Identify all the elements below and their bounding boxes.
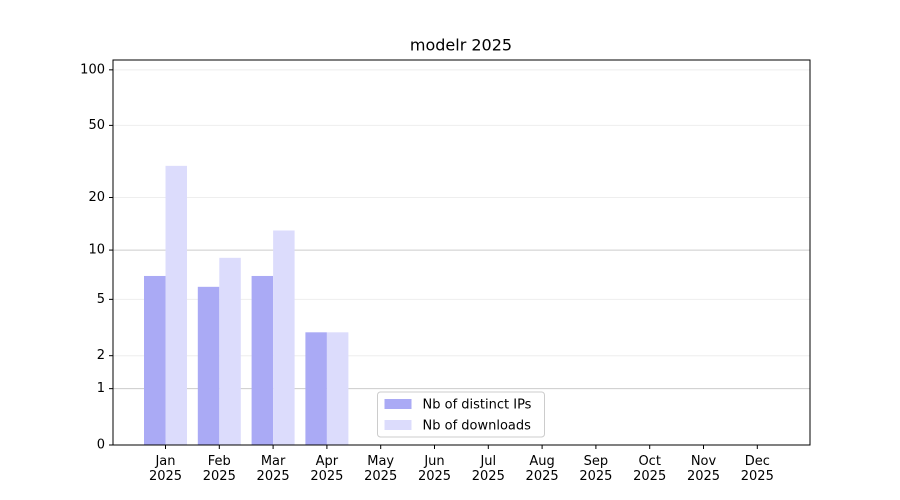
y-tick-label: 2 (97, 348, 105, 363)
legend-box (377, 391, 545, 438)
x-tick-label: Sep 2025 (579, 454, 613, 484)
x-tick-label: Nov 2025 (686, 454, 721, 484)
axes-frame (112, 59, 811, 446)
x-tick-label: Oct 2025 (633, 454, 667, 484)
chart-title: modelr 2025 (410, 36, 512, 55)
y-tick-label: 100 (80, 62, 105, 77)
y-tick-label: 10 (88, 243, 105, 258)
bar (165, 165, 187, 445)
x-tick-label: Apr 2025 (310, 454, 344, 484)
x-tick-label: May 2025 (364, 454, 398, 484)
bar (197, 286, 220, 445)
bar (219, 257, 241, 445)
legend-label: Nb of distinct IPs (423, 398, 532, 413)
bar (251, 275, 274, 445)
x-tick-label: Jun 2025 (417, 454, 452, 484)
y-tick-label: 1 (97, 381, 105, 396)
bar (144, 275, 166, 445)
legend-swatch (384, 399, 412, 409)
x-tick-label: Jan 2025 (148, 454, 183, 484)
legend-label: Nb of downloads (423, 419, 532, 434)
x-tick-label: Dec 2025 (740, 454, 774, 484)
y-tick-label: 0 (97, 438, 105, 453)
y-tick-label: 5 (97, 292, 105, 307)
x-tick-label: Jul 2025 (471, 454, 505, 484)
x-tick-label: Aug 2025 (525, 454, 559, 484)
x-tick-label: Feb 2025 (202, 454, 236, 484)
bar (273, 230, 295, 445)
y-tick-label: 20 (88, 190, 105, 205)
y-tick-label: 50 (88, 118, 105, 133)
bar (326, 332, 349, 445)
legend-swatch (384, 420, 412, 430)
bar (305, 332, 327, 445)
x-tick-label: Mar 2025 (256, 454, 290, 484)
